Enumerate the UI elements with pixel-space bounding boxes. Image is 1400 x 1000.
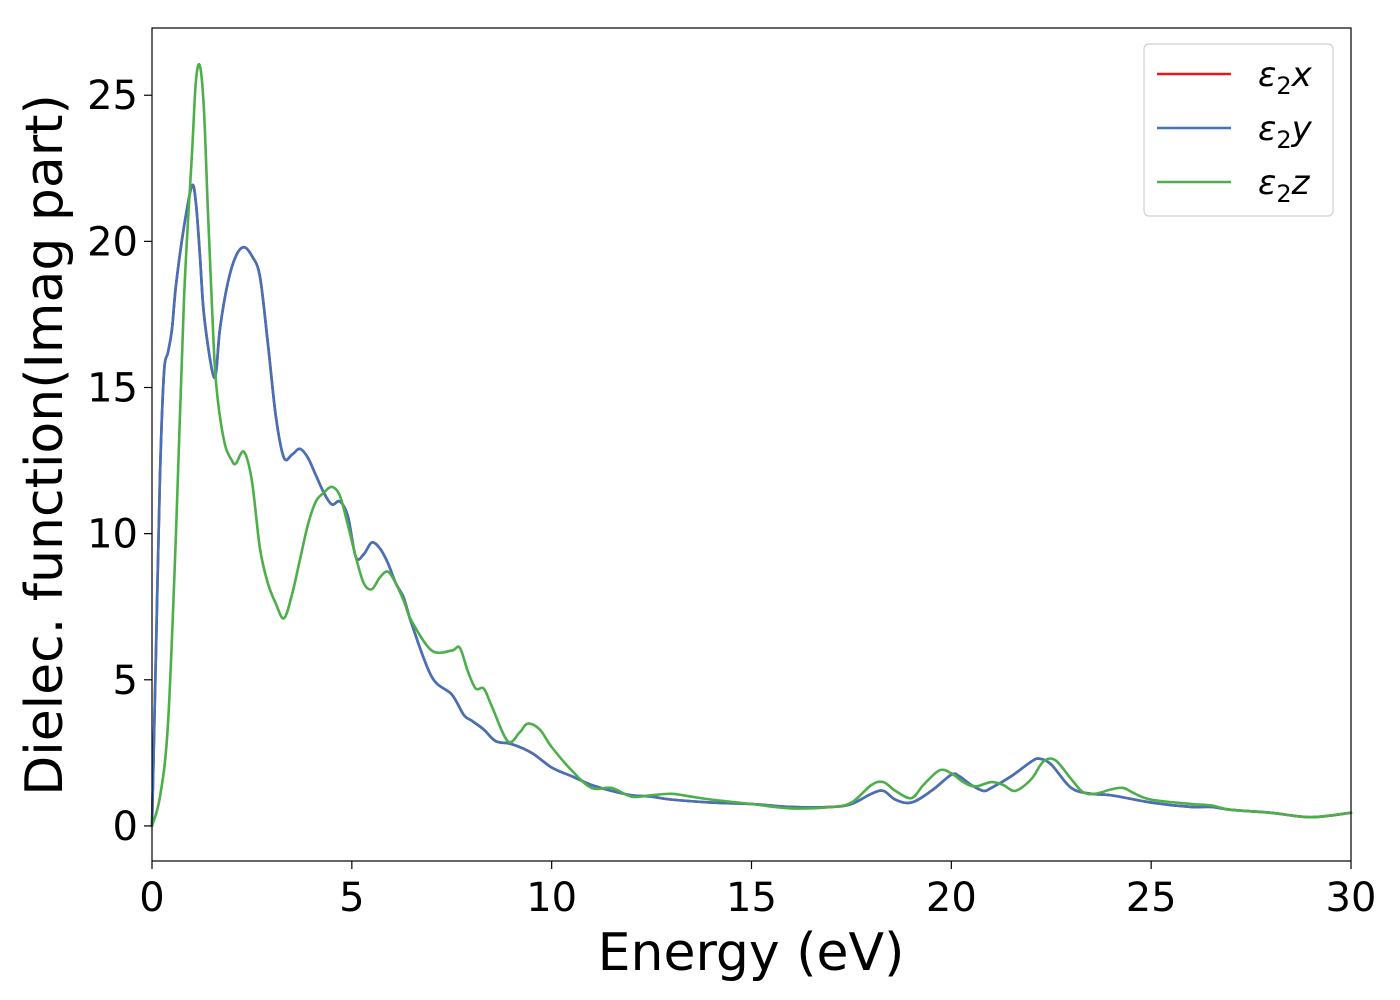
y-axis-label: Dielec. function(Imag part) bbox=[15, 94, 75, 796]
x-tick-label: 20 bbox=[926, 875, 977, 921]
legend-label-symbol: ε bbox=[1258, 109, 1276, 149]
x-tick-label: 5 bbox=[339, 875, 364, 921]
legend-label: ε2x bbox=[1258, 55, 1313, 100]
legend-label-subscript: 2 bbox=[1276, 126, 1291, 154]
legend-label-subscript: 2 bbox=[1276, 180, 1291, 208]
x-tick-label: 15 bbox=[726, 875, 777, 921]
series-line-y bbox=[150, 183, 1353, 828]
legend-frame bbox=[1143, 43, 1334, 217]
legend-entry-y: ε2y bbox=[1157, 109, 1313, 154]
legend-entry-z: ε2z bbox=[1157, 163, 1311, 208]
x-tick-label: 30 bbox=[1326, 875, 1377, 921]
x-tick-label: 0 bbox=[139, 875, 164, 921]
y-axis-ticks: 0 5 10 15 20 25 bbox=[87, 73, 152, 850]
y-tick-label: 5 bbox=[113, 658, 138, 704]
legend-entry-x: ε2x bbox=[1157, 55, 1313, 100]
legend-label-symbol: ε bbox=[1258, 163, 1276, 203]
series-layer bbox=[150, 62, 1353, 828]
legend-label-subscript: 2 bbox=[1276, 72, 1291, 100]
series-line-z bbox=[150, 62, 1353, 828]
y-tick-label: 0 bbox=[113, 804, 138, 850]
y-tick-label: 10 bbox=[87, 512, 138, 558]
x-tick-label: 25 bbox=[1126, 875, 1177, 921]
y-tick-label: 25 bbox=[87, 73, 138, 119]
y-tick-label: 15 bbox=[87, 366, 138, 412]
y-tick-label: 20 bbox=[87, 219, 138, 265]
legend-label-axis: z bbox=[1291, 163, 1311, 203]
legend-label-symbol: ε bbox=[1258, 55, 1276, 95]
legend-label-axis: x bbox=[1291, 55, 1313, 95]
x-tick-label: 10 bbox=[526, 875, 577, 921]
x-axis-ticks: 0 5 10 15 20 25 30 bbox=[139, 861, 1376, 921]
legend-label: ε2z bbox=[1258, 163, 1311, 208]
legend-label-axis: y bbox=[1291, 109, 1313, 149]
x-axis-label: Energy (eV) bbox=[598, 923, 905, 983]
legend-label: ε2y bbox=[1258, 109, 1313, 154]
